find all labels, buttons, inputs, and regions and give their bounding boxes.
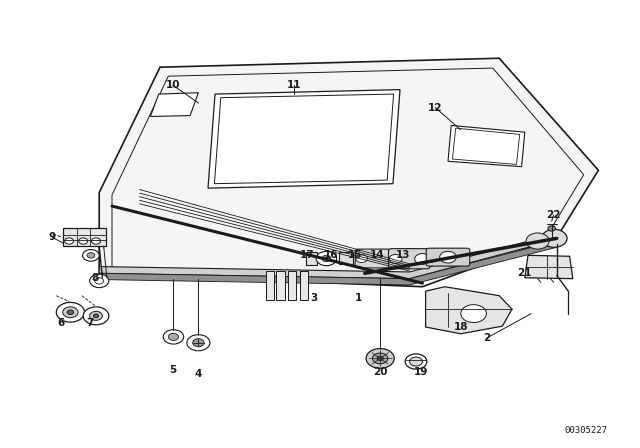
Circle shape: [322, 255, 331, 262]
Circle shape: [168, 333, 179, 340]
Circle shape: [92, 238, 100, 244]
FancyBboxPatch shape: [388, 249, 430, 269]
Circle shape: [90, 311, 102, 320]
Text: 8: 8: [91, 273, 99, 283]
Text: 7: 7: [86, 318, 93, 327]
Text: 12: 12: [428, 103, 442, 112]
Polygon shape: [525, 255, 573, 279]
Polygon shape: [448, 125, 525, 167]
Text: 3: 3: [310, 293, 317, 303]
Polygon shape: [208, 90, 400, 188]
Circle shape: [356, 254, 367, 263]
Text: 5: 5: [169, 365, 177, 375]
Text: 18: 18: [454, 322, 468, 332]
Circle shape: [79, 238, 88, 244]
Circle shape: [366, 349, 394, 368]
Circle shape: [65, 238, 74, 244]
Polygon shape: [426, 287, 512, 334]
Bar: [288, 271, 296, 300]
Circle shape: [405, 354, 427, 369]
Circle shape: [95, 278, 104, 284]
Circle shape: [440, 251, 456, 263]
Text: 10: 10: [166, 80, 180, 90]
Text: 9: 9: [49, 233, 56, 242]
FancyBboxPatch shape: [355, 249, 390, 268]
Circle shape: [410, 357, 422, 366]
Bar: [306, 252, 317, 265]
Polygon shape: [63, 228, 106, 246]
Circle shape: [93, 314, 99, 318]
Text: 21: 21: [518, 268, 532, 278]
Circle shape: [461, 305, 486, 323]
Circle shape: [193, 339, 204, 347]
Polygon shape: [99, 241, 557, 285]
Text: 2: 2: [483, 333, 490, 343]
Circle shape: [56, 302, 84, 322]
Circle shape: [377, 356, 383, 361]
Circle shape: [548, 226, 556, 231]
Bar: [300, 271, 308, 300]
Circle shape: [87, 253, 95, 258]
Text: 20: 20: [374, 367, 388, 377]
Circle shape: [83, 307, 109, 325]
Circle shape: [90, 274, 109, 288]
Circle shape: [526, 233, 549, 249]
Text: 16: 16: [324, 250, 339, 260]
Text: 1: 1: [355, 293, 362, 303]
Text: 11: 11: [287, 80, 301, 90]
FancyBboxPatch shape: [426, 248, 470, 266]
Text: 4: 4: [195, 369, 202, 379]
Polygon shape: [99, 234, 557, 279]
Circle shape: [541, 229, 567, 247]
Text: 13: 13: [396, 250, 410, 260]
Polygon shape: [99, 58, 598, 287]
Circle shape: [63, 307, 78, 318]
Circle shape: [187, 335, 210, 351]
Text: 6: 6: [57, 318, 65, 327]
Bar: [266, 271, 274, 300]
Circle shape: [163, 330, 184, 344]
Circle shape: [67, 310, 74, 314]
Circle shape: [415, 254, 430, 264]
Circle shape: [389, 254, 402, 263]
Circle shape: [83, 250, 99, 261]
Bar: [339, 252, 353, 264]
Circle shape: [316, 251, 337, 266]
Text: 14: 14: [371, 250, 385, 260]
Text: 15: 15: [348, 250, 362, 260]
Polygon shape: [150, 93, 198, 116]
Text: 00305227: 00305227: [564, 426, 607, 435]
Bar: [276, 271, 285, 300]
Text: 19: 19: [414, 367, 428, 377]
Text: 22: 22: [547, 210, 561, 220]
Text: 17: 17: [300, 250, 314, 260]
Circle shape: [372, 353, 388, 364]
